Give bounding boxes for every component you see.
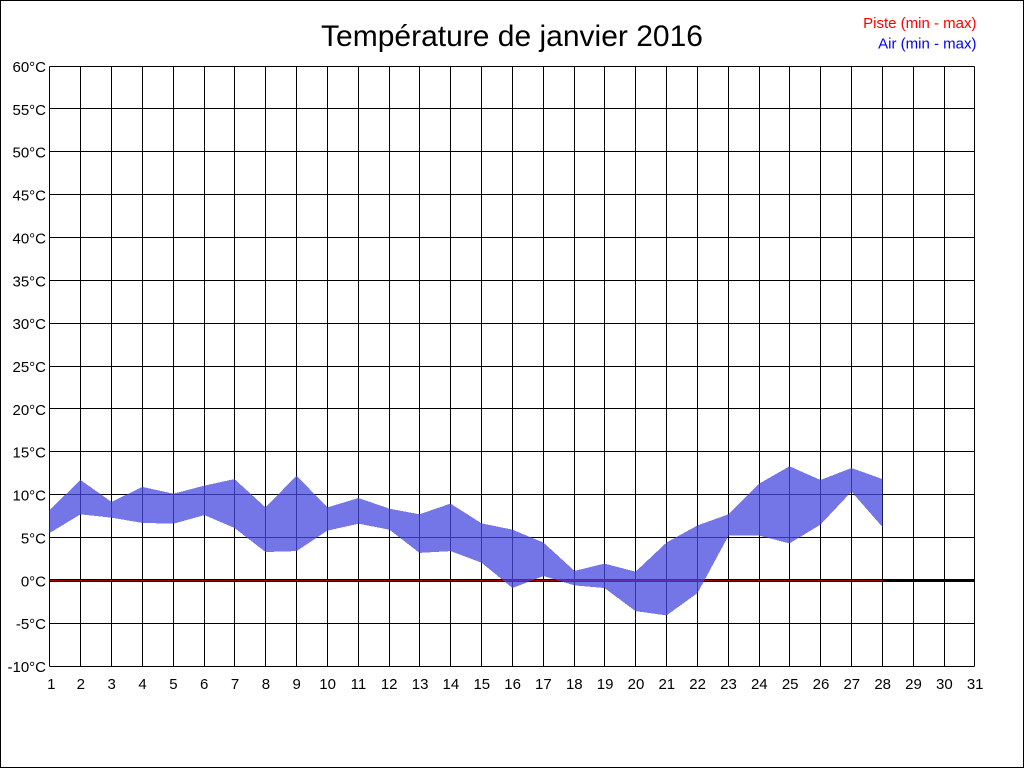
- svg-text:6: 6: [200, 676, 208, 693]
- svg-text:27: 27: [843, 676, 860, 693]
- svg-text:45°C: 45°C: [12, 188, 46, 205]
- svg-text:20: 20: [628, 676, 645, 693]
- svg-text:12: 12: [381, 676, 398, 693]
- svg-text:Température de janvier 2016: Température de janvier 2016: [321, 20, 703, 53]
- svg-text:10: 10: [319, 676, 336, 693]
- svg-text:23: 23: [720, 676, 737, 693]
- svg-text:26: 26: [813, 676, 830, 693]
- svg-text:28: 28: [874, 676, 891, 693]
- svg-text:14: 14: [443, 676, 460, 693]
- svg-text:30°C: 30°C: [12, 316, 46, 333]
- svg-text:55°C: 55°C: [12, 102, 46, 119]
- svg-text:1: 1: [47, 676, 55, 693]
- svg-text:25°C: 25°C: [12, 359, 46, 376]
- svg-text:17: 17: [535, 676, 552, 693]
- svg-text:22: 22: [689, 676, 706, 693]
- svg-text:30: 30: [936, 676, 953, 693]
- svg-text:15°C: 15°C: [12, 445, 46, 462]
- svg-text:5: 5: [169, 676, 177, 693]
- svg-text:29: 29: [905, 676, 922, 693]
- svg-text:11: 11: [351, 676, 367, 693]
- svg-text:13: 13: [412, 676, 429, 693]
- svg-text:15: 15: [473, 676, 490, 693]
- svg-text:31: 31: [967, 676, 984, 693]
- svg-text:16: 16: [504, 676, 521, 693]
- svg-text:Piste (min - max): Piste (min - max): [863, 15, 976, 32]
- svg-text:35°C: 35°C: [12, 273, 46, 290]
- svg-text:0°C: 0°C: [21, 573, 46, 590]
- svg-text:50°C: 50°C: [12, 145, 46, 162]
- svg-text:40°C: 40°C: [12, 230, 46, 247]
- svg-text:19: 19: [597, 676, 614, 693]
- svg-text:21: 21: [658, 676, 675, 693]
- svg-text:5°C: 5°C: [21, 530, 46, 547]
- svg-text:2: 2: [77, 676, 85, 693]
- svg-text:25: 25: [782, 676, 799, 693]
- svg-text:-5°C: -5°C: [16, 616, 46, 633]
- svg-text:24: 24: [751, 676, 768, 693]
- svg-text:18: 18: [566, 676, 583, 693]
- svg-text:8: 8: [262, 676, 270, 693]
- svg-text:7: 7: [231, 676, 239, 693]
- svg-text:Air (min - max): Air (min - max): [878, 36, 976, 53]
- svg-text:3: 3: [108, 676, 116, 693]
- svg-text:20°C: 20°C: [12, 402, 46, 419]
- svg-text:10°C: 10°C: [12, 488, 46, 505]
- svg-text:4: 4: [138, 676, 146, 693]
- svg-text:60°C: 60°C: [12, 59, 46, 76]
- svg-text:-10°C: -10°C: [7, 659, 46, 676]
- svg-text:9: 9: [293, 676, 301, 693]
